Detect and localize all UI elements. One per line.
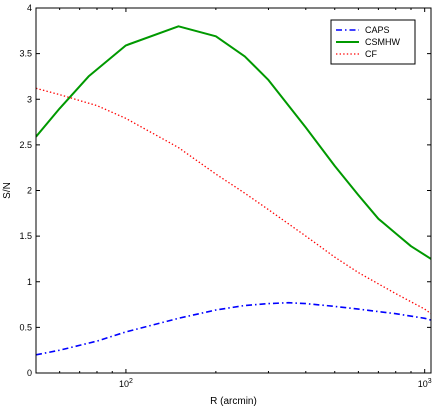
x-tick-exponent: 2 xyxy=(129,378,133,385)
x-tick-base: 10 xyxy=(418,379,428,389)
x-axis: 102 103 xyxy=(59,8,432,389)
y-tick-label: 0.5 xyxy=(19,322,32,332)
x-tick-label: 103 xyxy=(418,378,432,389)
y-tick-label: 1.5 xyxy=(19,231,32,241)
legend-label-cf: CF xyxy=(365,49,377,59)
y-tick-label: 3 xyxy=(27,94,32,104)
series-line-csmhw xyxy=(36,25,431,260)
y-axis: 0 0.5 1 1.5 2 2.5 3 3.5 4 xyxy=(19,3,431,378)
y-tick-label: 1 xyxy=(27,277,32,287)
x-axis-label: R (arcmin) xyxy=(210,396,257,407)
x-tick-label: 102 xyxy=(119,378,133,389)
x-tick-base: 10 xyxy=(119,379,129,389)
y-axis-label: S/N xyxy=(2,182,13,199)
y-tick-label: 4 xyxy=(27,3,32,13)
legend-label-csmhw: CSMHW xyxy=(365,37,400,47)
series-line-caps xyxy=(36,301,431,356)
legend: CAPS CSMHW CF xyxy=(330,19,416,65)
y-tick-label: 0 xyxy=(27,368,32,378)
y-tick-label: 2 xyxy=(27,186,32,196)
y-tick-label: 2.5 xyxy=(19,140,32,150)
series-line-cf xyxy=(36,87,431,315)
x-tick-exponent: 3 xyxy=(428,378,432,385)
series-layer xyxy=(36,25,431,356)
y-tick-label: 3.5 xyxy=(19,49,32,59)
legend-label-caps: CAPS xyxy=(365,25,390,35)
